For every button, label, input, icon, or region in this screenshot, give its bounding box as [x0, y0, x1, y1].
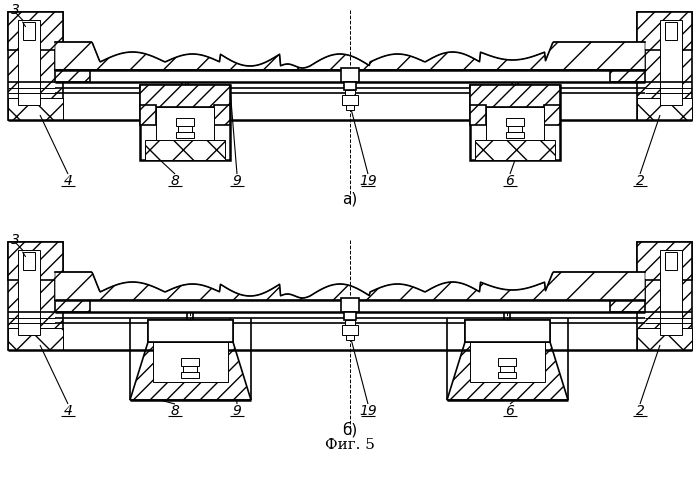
Bar — [665, 22, 677, 40]
Bar — [637, 12, 692, 50]
Bar — [181, 372, 199, 378]
Bar — [637, 242, 692, 350]
Bar — [498, 358, 516, 366]
Bar — [342, 325, 358, 335]
Text: 19: 19 — [359, 404, 377, 418]
Bar — [140, 85, 230, 107]
Bar — [148, 320, 233, 342]
Bar — [176, 132, 194, 138]
Bar — [156, 107, 214, 142]
Polygon shape — [55, 70, 90, 82]
Bar — [637, 328, 692, 350]
Bar — [637, 328, 692, 350]
Bar — [18, 250, 40, 335]
Polygon shape — [447, 342, 568, 400]
Text: 9: 9 — [232, 174, 241, 188]
Bar — [181, 358, 199, 366]
Bar — [465, 320, 550, 342]
Polygon shape — [55, 272, 645, 300]
Bar — [345, 320, 355, 327]
Bar — [8, 12, 63, 50]
Bar — [344, 82, 356, 90]
Bar — [508, 126, 522, 132]
Bar — [660, 250, 682, 335]
Bar — [341, 68, 359, 82]
Bar — [8, 328, 63, 350]
Bar — [18, 20, 40, 105]
Bar — [183, 366, 197, 372]
Bar — [178, 126, 192, 132]
Polygon shape — [130, 342, 251, 400]
Bar — [500, 366, 514, 372]
Bar — [506, 118, 524, 126]
Bar — [665, 252, 677, 270]
Polygon shape — [605, 280, 645, 300]
Bar — [342, 95, 358, 105]
Text: б): б) — [342, 422, 358, 438]
Bar — [145, 140, 225, 160]
Bar — [346, 335, 354, 340]
Bar — [470, 85, 560, 107]
Polygon shape — [610, 300, 645, 312]
Text: 3: 3 — [10, 3, 25, 26]
Bar — [8, 242, 63, 350]
Bar — [23, 252, 35, 270]
Polygon shape — [55, 280, 95, 300]
Text: 6: 6 — [505, 404, 514, 418]
Bar — [470, 105, 486, 125]
Text: 3: 3 — [10, 233, 25, 256]
Bar — [148, 320, 233, 342]
Bar — [8, 98, 63, 120]
Bar — [8, 242, 63, 280]
Text: а): а) — [342, 192, 358, 207]
Bar — [637, 12, 692, 120]
Bar — [660, 20, 682, 105]
Bar — [486, 107, 544, 142]
Text: Фиг. 5: Фиг. 5 — [325, 438, 375, 452]
Text: 9: 9 — [232, 404, 241, 418]
Bar — [344, 312, 356, 320]
Bar — [8, 328, 63, 350]
Text: 2: 2 — [636, 174, 645, 188]
Bar — [140, 105, 156, 125]
Bar — [637, 98, 692, 120]
Bar — [470, 85, 560, 160]
Bar — [465, 320, 550, 342]
Polygon shape — [610, 70, 645, 82]
Bar — [637, 98, 692, 120]
Bar — [498, 372, 516, 378]
Text: 4: 4 — [64, 174, 72, 188]
Bar — [506, 132, 524, 138]
Bar — [345, 90, 355, 97]
Bar — [341, 298, 359, 312]
Bar — [544, 105, 560, 125]
Text: 4: 4 — [64, 404, 72, 418]
Bar — [214, 105, 230, 125]
Text: 2: 2 — [636, 404, 645, 418]
Bar — [140, 85, 230, 160]
Text: 19: 19 — [359, 174, 377, 188]
Text: 8: 8 — [171, 404, 179, 418]
Bar — [475, 140, 555, 160]
Text: 6: 6 — [505, 174, 514, 188]
Bar — [346, 105, 354, 110]
Bar — [8, 98, 63, 120]
Polygon shape — [605, 50, 645, 70]
Bar — [8, 12, 63, 120]
Bar — [637, 242, 692, 280]
Bar — [153, 342, 228, 382]
Bar — [470, 342, 545, 382]
Polygon shape — [55, 50, 95, 70]
Polygon shape — [55, 42, 645, 70]
Bar — [23, 22, 35, 40]
Polygon shape — [55, 300, 90, 312]
Text: 8: 8 — [171, 174, 179, 188]
Bar — [176, 118, 194, 126]
